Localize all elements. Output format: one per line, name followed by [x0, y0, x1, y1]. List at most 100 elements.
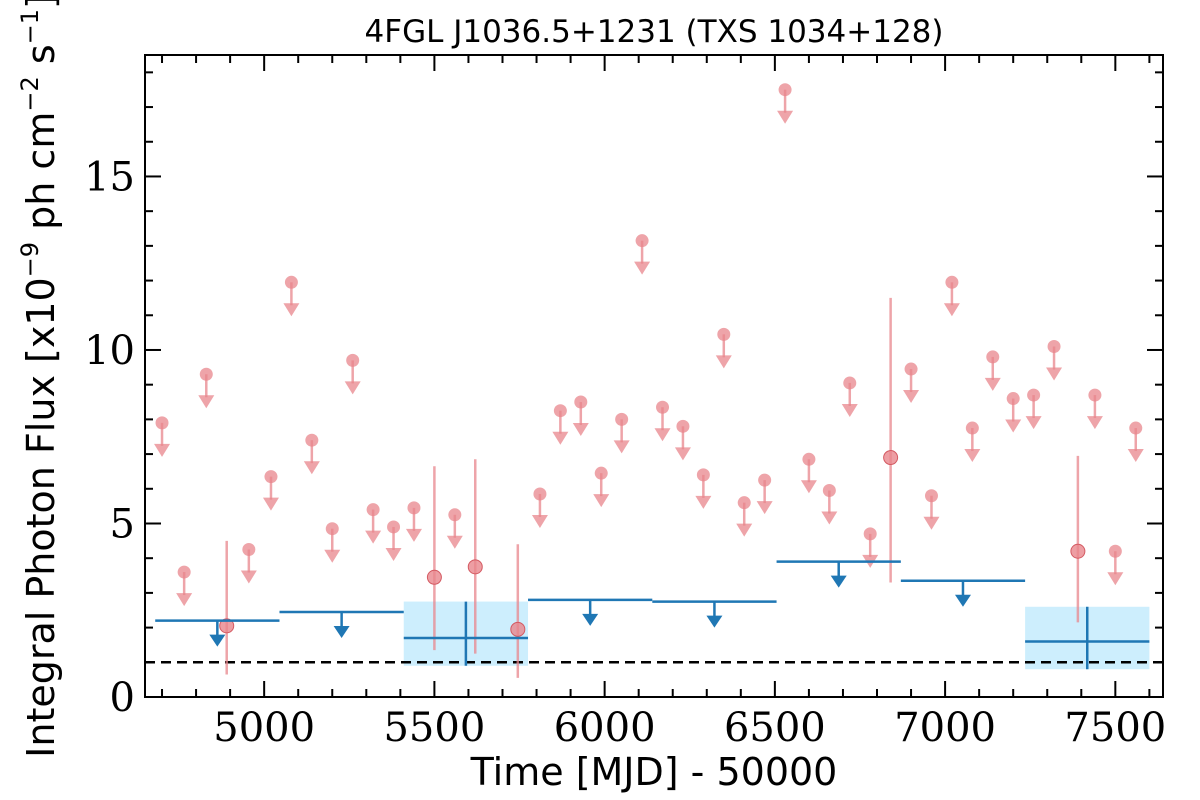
upper-limit-arrow-head [154, 443, 171, 457]
long-bin-upper-limit [652, 600, 777, 628]
short-bin-upper-limit [198, 367, 215, 409]
upper-limit-arrow-head [821, 511, 838, 525]
detection-point [426, 569, 442, 585]
short-bin-upper-limit [715, 327, 732, 369]
upper-limit-arrow-head [674, 447, 691, 461]
short-bin-upper-limit [903, 362, 920, 404]
short-bin-upper-limit [405, 501, 422, 542]
short-bin-upper-limit [283, 275, 300, 317]
upper-limit-arrow-head [1046, 367, 1063, 381]
short-bin-upper-limit [841, 376, 858, 417]
short-bin-detection [467, 459, 483, 654]
short-bin-upper-limit [634, 234, 651, 275]
x-tick-label: 7000 [894, 705, 996, 751]
short-bin-upper-limit [1005, 392, 1022, 433]
short-bin-upper-limit [324, 522, 341, 563]
long-bin-upper-limit [528, 598, 653, 626]
short-bin-upper-limit [176, 565, 193, 607]
x-tick-label: 5000 [213, 705, 315, 751]
short-bin-detection [426, 466, 442, 651]
detection-point [219, 618, 235, 634]
y-tick-label: 0 [110, 675, 135, 721]
long-bin-upper-limit [155, 619, 280, 647]
upper-limit-arrow-head [365, 530, 382, 544]
short-bin-upper-limit [572, 395, 589, 437]
upper-limit-arrow-head [654, 428, 671, 442]
x-tick-label: 6500 [724, 705, 826, 751]
data-marks [154, 83, 1150, 678]
short-bin-upper-limit [777, 83, 794, 124]
short-bin-upper-limit [552, 404, 569, 445]
long-bin-limit-arrow-head [706, 615, 723, 628]
upper-limit-arrow-head [777, 110, 794, 124]
short-bin-upper-limit [531, 487, 548, 528]
upper-limit-arrow-head [385, 547, 402, 561]
upper-limit-arrow-head [344, 381, 361, 395]
upper-limit-arrow-head [324, 549, 341, 563]
short-bin-upper-limit [262, 470, 279, 511]
x-axis-label: Time [MJD] - 50000 [470, 750, 838, 794]
upper-limit-arrow-head [923, 516, 940, 530]
upper-limit-arrow-head [903, 390, 920, 404]
upper-limit-arrow-head [841, 403, 858, 417]
short-bin-detection [883, 297, 899, 583]
short-bin-upper-limit [385, 520, 402, 561]
upper-limit-arrow-head [303, 461, 320, 475]
long-bin-limit-arrow-head [209, 634, 226, 647]
short-bin-upper-limit [923, 489, 940, 530]
y-tick-label: 10 [84, 328, 135, 374]
upper-limit-arrow-head [405, 528, 422, 542]
short-bin-upper-limit [1127, 421, 1144, 463]
short-bin-upper-limit [154, 416, 171, 457]
short-bin-upper-limit [756, 473, 773, 515]
upper-limit-arrow-head [262, 497, 279, 511]
detection-point [467, 559, 483, 575]
detection-point [883, 450, 899, 466]
long-bin-upper-limit [279, 610, 404, 638]
detection-point [510, 621, 526, 637]
short-bin-upper-limit [303, 433, 320, 475]
short-bin-upper-limit [964, 421, 981, 463]
short-bin-upper-limit [736, 496, 753, 537]
upper-limit-arrow-head [1086, 416, 1103, 430]
short-bin-upper-limit [1025, 388, 1042, 430]
short-bin-upper-limit [365, 503, 382, 544]
upper-limit-arrow-head [198, 395, 215, 409]
y-tick-label: 15 [84, 154, 135, 200]
upper-limit-arrow-head [1127, 449, 1144, 463]
x-tick-label: 6000 [554, 705, 656, 751]
upper-limit-arrow-head [800, 480, 817, 494]
upper-limit-arrow-head [943, 303, 960, 317]
detection-point [1070, 543, 1086, 559]
upper-limit-arrow-head [634, 261, 651, 275]
short-bin-detection [1070, 455, 1086, 623]
short-bin-upper-limit [1086, 388, 1103, 430]
upper-limit-arrow-head [240, 570, 257, 584]
upper-limit-arrow-head [176, 593, 193, 607]
short-bin-upper-limit [695, 468, 712, 509]
short-bin-upper-limit [943, 275, 960, 317]
axis-ticks: 5000 5500 6000 6500 7000 7500 0 5 10 15 [84, 55, 1166, 751]
long-bin-upper-limit [900, 579, 1026, 607]
upper-limit-arrow-head [715, 355, 732, 369]
short-bin-upper-limit [240, 543, 257, 584]
upper-limit-arrow-head [964, 449, 981, 463]
x-tick-label: 7500 [1064, 705, 1166, 751]
short-bin-upper-limit [446, 508, 463, 549]
short-bin-upper-limit [821, 484, 838, 525]
short-bin-upper-limit [654, 400, 671, 442]
upper-limit-arrow-head [1107, 572, 1124, 586]
upper-limit-arrow-head [531, 514, 548, 528]
x-tick-label: 5500 [383, 705, 485, 751]
short-bin-detection [219, 540, 235, 675]
short-bin-upper-limit [1107, 544, 1124, 586]
long-bin-limit-arrow-head [954, 594, 971, 607]
upper-limit-arrow-head [984, 377, 1001, 391]
long-bin-limit-arrow-head [582, 613, 599, 626]
short-bin-upper-limit [613, 412, 630, 454]
y-tick-label: 5 [110, 501, 135, 547]
upper-limit-arrow-head [593, 494, 610, 508]
upper-limit-arrow-head [552, 431, 569, 445]
upper-limit-arrow-head [756, 501, 773, 515]
